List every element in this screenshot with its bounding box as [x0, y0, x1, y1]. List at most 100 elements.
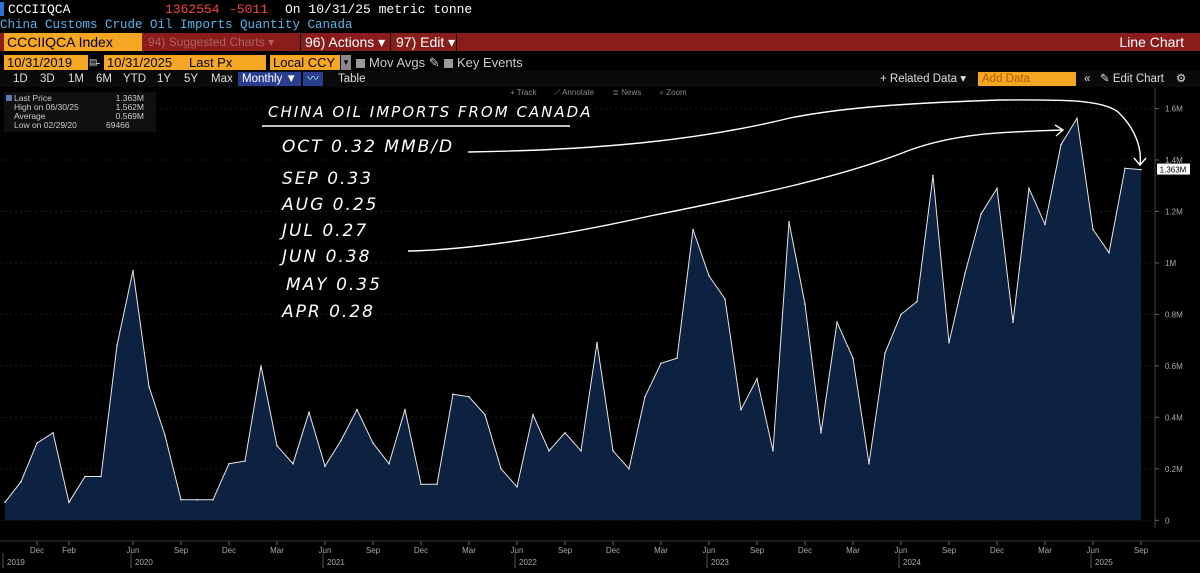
y-tick-label: 0.6M: [1165, 362, 1183, 371]
frequency-label: Monthly: [242, 73, 283, 85]
data-point: [276, 444, 278, 447]
x-tick-label: Dec: [222, 546, 236, 555]
data-point: [804, 303, 806, 305]
legend-last-price-label: Last Price: [14, 93, 52, 103]
data-point: [484, 414, 486, 416]
edit-menu-button[interactable]: 97) Edit ▾: [396, 34, 456, 50]
y-tick-label: 0: [1165, 516, 1170, 525]
data-point: [596, 341, 598, 344]
price-field-select[interactable]: Last Px: [186, 55, 266, 70]
period-max-button[interactable]: Max: [211, 73, 233, 85]
as-of-date: On 10/31/25 metric tonne: [285, 2, 473, 17]
data-point: [964, 272, 966, 275]
key-events-toggle[interactable]: Key Events: [444, 55, 523, 70]
x-tick-label: Mar: [654, 546, 668, 555]
year-tick-label: 2021: [327, 558, 345, 567]
data-point: [292, 462, 294, 465]
data-point: [948, 341, 950, 344]
x-tick-label: Sep: [1134, 546, 1149, 555]
ticker-marker: [0, 2, 4, 16]
data-point: [4, 501, 6, 504]
zoom-tool[interactable]: ⌕ Zoom: [659, 88, 687, 97]
ticker-symbol[interactable]: CCCIIQCA: [8, 2, 71, 17]
period-1y-button[interactable]: 1Y: [157, 73, 172, 85]
year-tick-label: 2022: [519, 558, 537, 567]
annotate-tool[interactable]: ⟋ Annotate: [554, 88, 595, 97]
data-point: [708, 275, 710, 277]
related-data-button[interactable]: + Related Data ▾: [880, 73, 967, 85]
currency-dropdown-icon[interactable]: ▾: [341, 55, 351, 70]
data-point: [36, 442, 38, 444]
annotate-label: Annotate: [562, 88, 595, 97]
year-tick-label: 2024: [903, 558, 921, 567]
period-1d-button[interactable]: 1D: [13, 73, 28, 85]
settings-icon[interactable]: ⚙: [1176, 73, 1187, 85]
period-1m-button[interactable]: 1M: [68, 73, 84, 85]
period-6m-button[interactable]: 6M: [96, 73, 112, 85]
currency-select[interactable]: Local CCY: [270, 55, 340, 70]
y-tick-label: 1.4M: [1165, 156, 1183, 165]
start-date-calendar-icon[interactable]: ▤: [89, 57, 98, 67]
data-point: [436, 483, 438, 486]
chart-type-label[interactable]: Line Chart: [1119, 34, 1184, 50]
data-point: [564, 432, 566, 434]
data-point: [612, 450, 614, 452]
end-date-field[interactable]: 10/31/2025: [104, 55, 198, 70]
y-tick-label: 0.4M: [1165, 413, 1183, 422]
period-ytd-button[interactable]: YTD: [123, 73, 146, 85]
data-point: [340, 439, 342, 442]
pencil-icon[interactable]: ✎: [428, 55, 440, 70]
actions-menu-button[interactable]: 96) Actions ▾: [305, 34, 386, 50]
data-point: [180, 498, 182, 501]
year-tick-label: 2025: [1095, 558, 1113, 567]
x-tick-label: Jun: [127, 546, 140, 555]
data-point: [820, 432, 822, 434]
mov-avgs-checkbox[interactable]: [356, 59, 365, 69]
edit-chart-label: Edit Chart: [1112, 73, 1164, 85]
security-field[interactable]: CCCIIQCA Index: [4, 33, 142, 51]
data-point: [676, 357, 678, 360]
annotation-line-apr: APR 0.28: [281, 302, 375, 322]
last-value-tag-bg: [1157, 163, 1190, 175]
period-3d-button[interactable]: 3D: [40, 73, 55, 85]
data-point: [660, 362, 662, 365]
data-point: [388, 462, 390, 465]
data-point: [1012, 321, 1014, 323]
area-chart[interactable]: 0 0.2M 0.4M 0.6M 0.8M 1M 1.2M 1.4M 1.6M Dec Feb Ju…: [0, 88, 1200, 573]
suggested-charts-button[interactable]: 94) Suggested Charts ▾: [148, 35, 275, 49]
data-point: [148, 385, 150, 388]
last-value-tag: 1.363M: [1157, 163, 1190, 175]
line-chart-icon[interactable]: 〰: [303, 72, 323, 86]
key-events-checkbox[interactable]: [444, 59, 453, 69]
date-range-dash: -: [96, 55, 101, 70]
date-controls: 10/31/2019 ▤ - 10/31/2025 ▤ Last Px Loca…: [0, 55, 1200, 70]
period-5y-button[interactable]: 5Y: [184, 73, 199, 85]
main-toolbar: CCCIIQCA Index 94) Suggested Charts ▾ 96…: [0, 33, 1200, 51]
legend-high-value: 1.562M: [115, 102, 144, 112]
news-tool[interactable]: ≣ News: [612, 88, 642, 97]
data-point: [372, 442, 374, 444]
data-point: [980, 213, 982, 215]
y-tick-label: 1.6M: [1165, 105, 1183, 114]
data-point: [1124, 167, 1126, 170]
start-date-field[interactable]: 10/31/2019: [4, 55, 88, 70]
frequency-select[interactable]: Monthly ▼: [238, 72, 301, 86]
legend-last-price: Last Price 1.363M: [6, 93, 150, 103]
x-tick-label: Sep: [750, 546, 765, 555]
add-data-input[interactable]: Add Data: [978, 72, 1076, 86]
data-point: [404, 408, 406, 411]
data-point: [692, 228, 694, 231]
collapse-icon[interactable]: «: [1084, 73, 1091, 85]
year-tick-label: 2019: [7, 558, 25, 567]
price-change: -5011: [229, 2, 269, 17]
edit-chart-button[interactable]: ✎ Edit Chart: [1100, 72, 1164, 86]
annotation-line-jun: JUN 0.38: [279, 247, 371, 267]
zoom-label: Zoom: [666, 88, 687, 97]
mov-avgs-toggle[interactable]: Mov Avgs ✎: [356, 55, 440, 70]
table-button[interactable]: Table: [338, 73, 366, 85]
x-tick-label: Dec: [798, 546, 812, 555]
data-point: [900, 313, 902, 316]
track-tool[interactable]: + Track: [510, 88, 537, 97]
data-point: [420, 483, 422, 486]
price-legend[interactable]: Last Price 1.363M High on 06/30/25 1.562M …: [4, 92, 156, 132]
